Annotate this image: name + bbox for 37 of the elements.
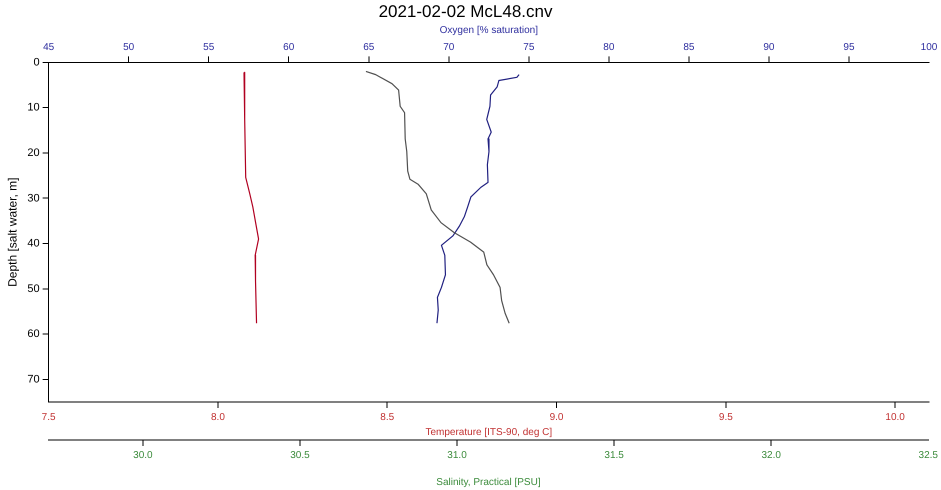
x-axis-title: Salinity, Practical [PSU]	[436, 476, 541, 488]
x2-tick-label: 60	[283, 42, 295, 54]
x-tick-label: 32.5	[918, 450, 938, 461]
y-tick-label: 60	[27, 328, 40, 340]
x2-tick-label: 55	[203, 42, 215, 54]
x-tick-label: 9.0	[550, 412, 564, 423]
y-tick-label: 20	[27, 146, 40, 159]
x-tick-label: 30.0	[133, 450, 154, 461]
x2-tick-label: 45	[43, 42, 55, 54]
x-axis-title: Temperature [ITS-90, deg C]	[425, 426, 552, 438]
x-tick-label: 8.5	[380, 412, 395, 423]
x2-tick-label: 65	[363, 42, 375, 54]
x2-axis-title: Oxygen [% saturation]	[440, 25, 538, 36]
x-tick-label: 30.5	[290, 450, 310, 461]
x2-tick-label: 50	[123, 42, 135, 54]
x2-tick-label: 80	[603, 42, 615, 54]
y-tick-label: 50	[27, 282, 40, 295]
y-tick-label: 70	[27, 373, 40, 386]
y-axis-title: Depth [salt water, m]	[6, 178, 20, 287]
x-tick-label: 31.5	[604, 450, 624, 461]
x-tick-label: 10.0	[885, 412, 906, 423]
x2-tick-label: 70	[443, 42, 455, 54]
x-tick-label: 31.0	[447, 450, 468, 461]
x-tick-label: 9.5	[718, 412, 734, 423]
x-tick-label: 7.5	[42, 412, 56, 423]
x-tick-label: 32.0	[761, 450, 782, 461]
chart-title: 2021-02-02 McL48.cnv	[378, 2, 553, 21]
y-tick-label: 10	[27, 102, 40, 114]
x2-tick-label: 90	[763, 42, 775, 54]
x2-tick-label: 100	[920, 42, 938, 54]
x2-tick-label: 75	[523, 42, 535, 54]
x2-tick-label: 95	[843, 42, 855, 54]
x-tick-label: 8.0	[210, 412, 226, 423]
y-tick-label: 40	[27, 238, 40, 250]
y-tick-label: 30	[27, 192, 40, 204]
y-tick-label: 0	[34, 56, 40, 68]
x2-tick-label: 85	[683, 42, 695, 54]
